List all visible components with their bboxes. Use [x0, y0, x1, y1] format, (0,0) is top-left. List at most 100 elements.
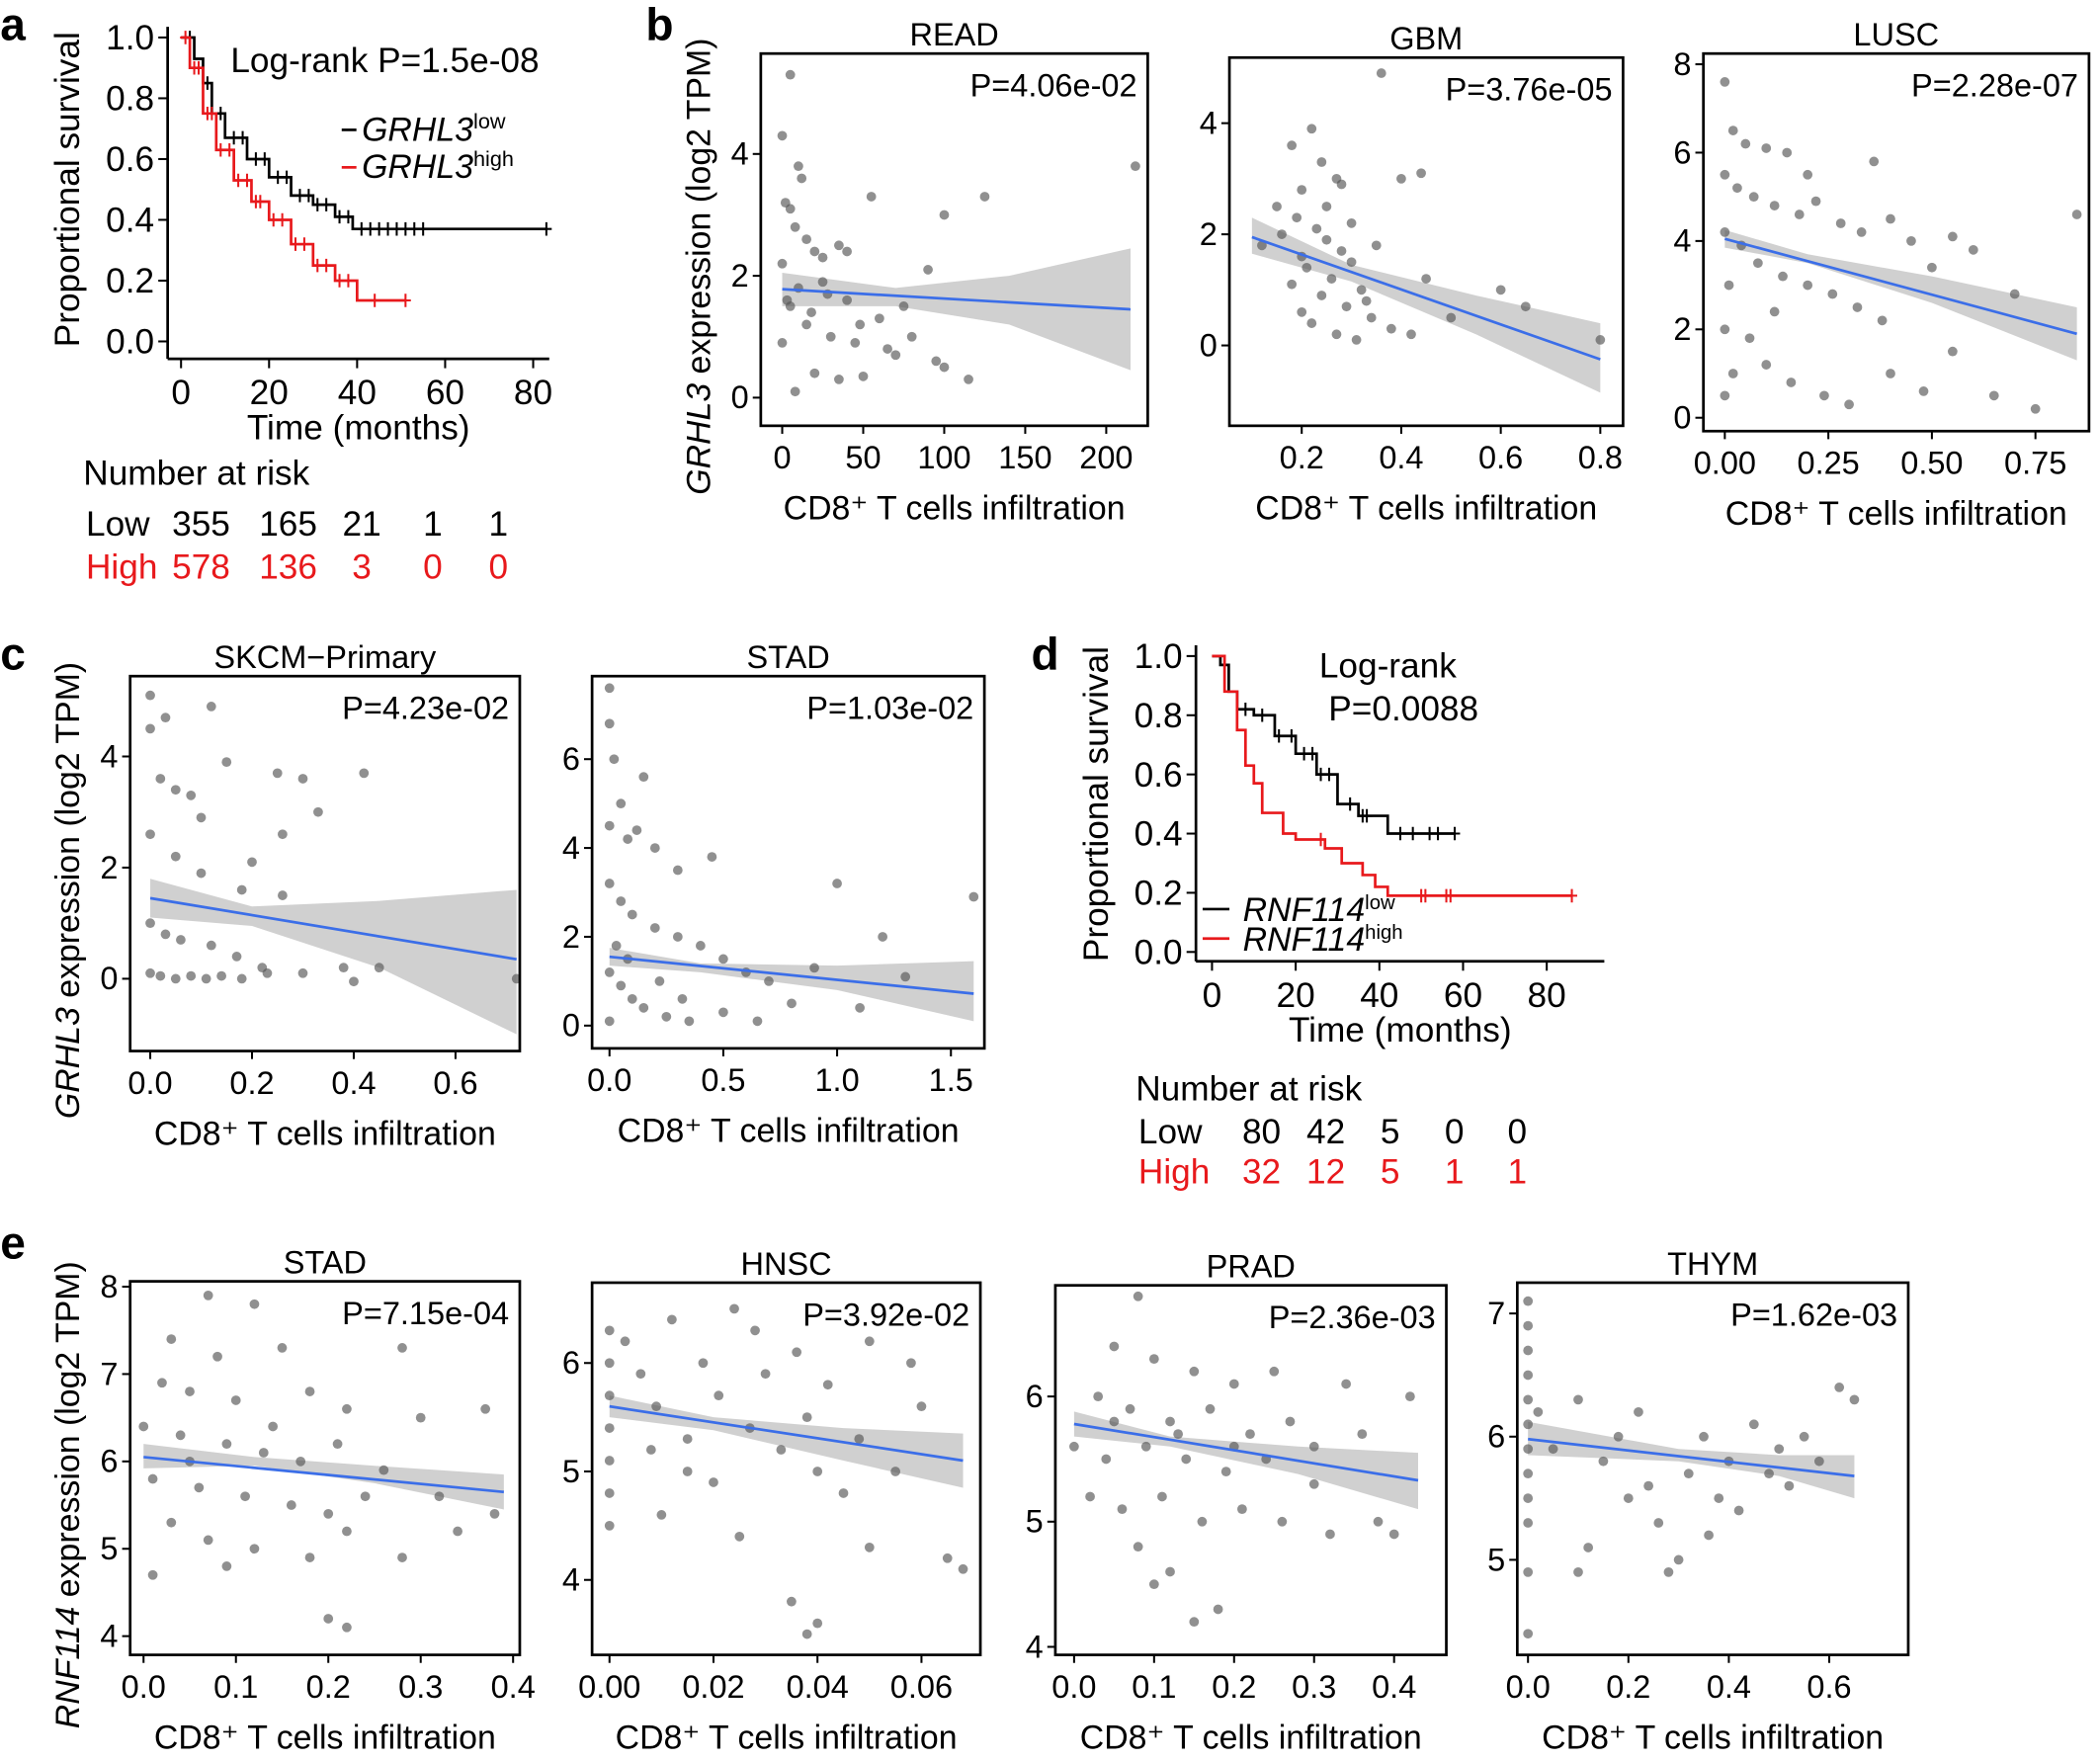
- data-point: [1189, 1617, 1200, 1628]
- data-point: [734, 1531, 745, 1542]
- risk-table-title: Number at risk: [83, 454, 309, 492]
- data-point: [858, 371, 869, 381]
- y-tick-label: 4: [731, 136, 749, 172]
- y-axis-label: GRHL3 expression (log2 TPM): [680, 38, 717, 494]
- y-tick-label: 5: [1487, 1542, 1505, 1577]
- data-point: [864, 1542, 875, 1552]
- risk-value: 1: [1445, 1153, 1465, 1192]
- data-point: [1927, 262, 1937, 273]
- risk-value: 0: [1445, 1113, 1465, 1151]
- data-point: [295, 1456, 306, 1467]
- regression-line: [143, 1456, 504, 1494]
- data-point: [1849, 1394, 1860, 1405]
- y-tick-label: 0.4: [1134, 815, 1183, 854]
- x-tick-label: 0.1: [1132, 1669, 1176, 1705]
- chart-title: STAD: [284, 1244, 367, 1280]
- data-point: [649, 923, 660, 933]
- data-point: [832, 879, 842, 888]
- data-point: [809, 246, 820, 257]
- data-point: [931, 356, 942, 367]
- chart-e3: PRAD P=2.36e-03 0.0 0.1 0.2 0.3 0.4 4 5 6 CD8⁺ T c…: [1026, 1249, 1448, 1756]
- data-point: [1302, 262, 1312, 273]
- data-point: [1740, 138, 1751, 149]
- y-tick-label: 0.4: [106, 202, 154, 240]
- data-point: [1245, 1429, 1255, 1440]
- x-tick-label: 0.6: [433, 1065, 477, 1101]
- data-point: [1148, 1354, 1159, 1364]
- data-point: [1523, 1296, 1534, 1306]
- data-point: [155, 970, 166, 981]
- data-point: [1308, 1478, 1319, 1489]
- data-point: [645, 1445, 656, 1455]
- data-point: [906, 331, 917, 342]
- plot-area: [138, 1290, 504, 1633]
- x-tick-label: 0.2: [1606, 1669, 1650, 1705]
- data-point: [866, 192, 877, 202]
- data-point: [939, 362, 950, 373]
- data-point: [806, 307, 816, 317]
- p-value: P=3.76e-05: [1446, 72, 1613, 108]
- p-value: P=4.23e-02: [342, 691, 509, 726]
- data-point: [785, 69, 796, 80]
- data-point: [453, 1526, 462, 1537]
- censor-mark: [541, 221, 552, 236]
- data-point: [794, 161, 803, 172]
- x-tick-label: 0.6: [1806, 1669, 1851, 1705]
- data-point: [661, 1011, 672, 1022]
- censor-mark: [302, 189, 314, 203]
- legend-gene: GRHL3: [362, 111, 473, 148]
- confidence-band: [1528, 1421, 1855, 1499]
- censor-mark: [1344, 797, 1356, 811]
- data-point: [313, 806, 323, 817]
- data-point: [627, 993, 637, 1004]
- data-point: [718, 1007, 728, 1018]
- x-tick-label: 0: [773, 440, 791, 475]
- y-tick-label: 6: [562, 741, 580, 777]
- risk-value: 42: [1306, 1113, 1345, 1151]
- data-point: [1292, 212, 1302, 223]
- risk-value: 1: [488, 505, 508, 544]
- chart-a: 0 20 40 60 80 0.0 0.2 0.4 0.6 0.8 1.0 Time (months)…: [48, 19, 552, 586]
- data-point: [790, 221, 800, 232]
- data-point: [1523, 1468, 1534, 1479]
- data-point: [157, 1378, 167, 1388]
- x-axis-label: CD8⁺ T cells infiltration: [618, 1113, 960, 1150]
- x-axis-label: CD8⁺ T cells infiltration: [1255, 490, 1597, 528]
- x-tick-label: 0.2: [229, 1065, 274, 1101]
- data-point: [1774, 1444, 1785, 1455]
- x-axis-label: CD8⁺ T cells infiltration: [1542, 1719, 1884, 1756]
- data-point: [1764, 1468, 1774, 1479]
- data-point: [627, 909, 637, 920]
- data-point: [323, 1614, 334, 1624]
- data-point: [1228, 1379, 1239, 1389]
- data-point: [1810, 196, 1821, 207]
- data-point: [1918, 386, 1929, 396]
- data-point: [1131, 161, 1140, 172]
- chart-d: 0 20 40 60 80 0.0 0.2 0.4 0.6 0.8 1.0 Time (months)…: [1077, 637, 1605, 1192]
- y-tick-label: 7: [100, 1356, 118, 1391]
- data-point: [616, 798, 627, 809]
- risk-value: 12: [1306, 1153, 1345, 1192]
- risk-value: 1: [423, 505, 443, 544]
- chart-c2: STAD P=1.03e-02 0.0 0.5 1.0 1.5 0 2 4 6 CD8⁺ T cel…: [562, 639, 986, 1150]
- legend-entry-high: GRHL3high: [362, 146, 514, 186]
- x-tick-label: 60: [1444, 976, 1482, 1015]
- data-point: [864, 1336, 875, 1347]
- x-tick-label: 0.4: [491, 1669, 536, 1705]
- data-point: [1906, 235, 1916, 246]
- data-point: [604, 1358, 615, 1369]
- data-point: [1133, 1291, 1143, 1301]
- risk-value: 21: [343, 505, 381, 544]
- plot-area: [604, 683, 979, 1027]
- legend-entry-high: RNF114high: [1243, 921, 1403, 959]
- plot-area: [1069, 1291, 1419, 1628]
- x-tick-label: 150: [998, 440, 1051, 475]
- data-point: [1125, 1403, 1135, 1414]
- data-point: [631, 825, 642, 835]
- x-tick-label: 200: [1079, 440, 1133, 475]
- y-tick-label: 1.0: [1134, 637, 1183, 676]
- risk-value: 80: [1242, 1113, 1281, 1151]
- data-point: [1813, 1456, 1824, 1467]
- confidence-band: [609, 1395, 964, 1488]
- data-point: [787, 998, 797, 1009]
